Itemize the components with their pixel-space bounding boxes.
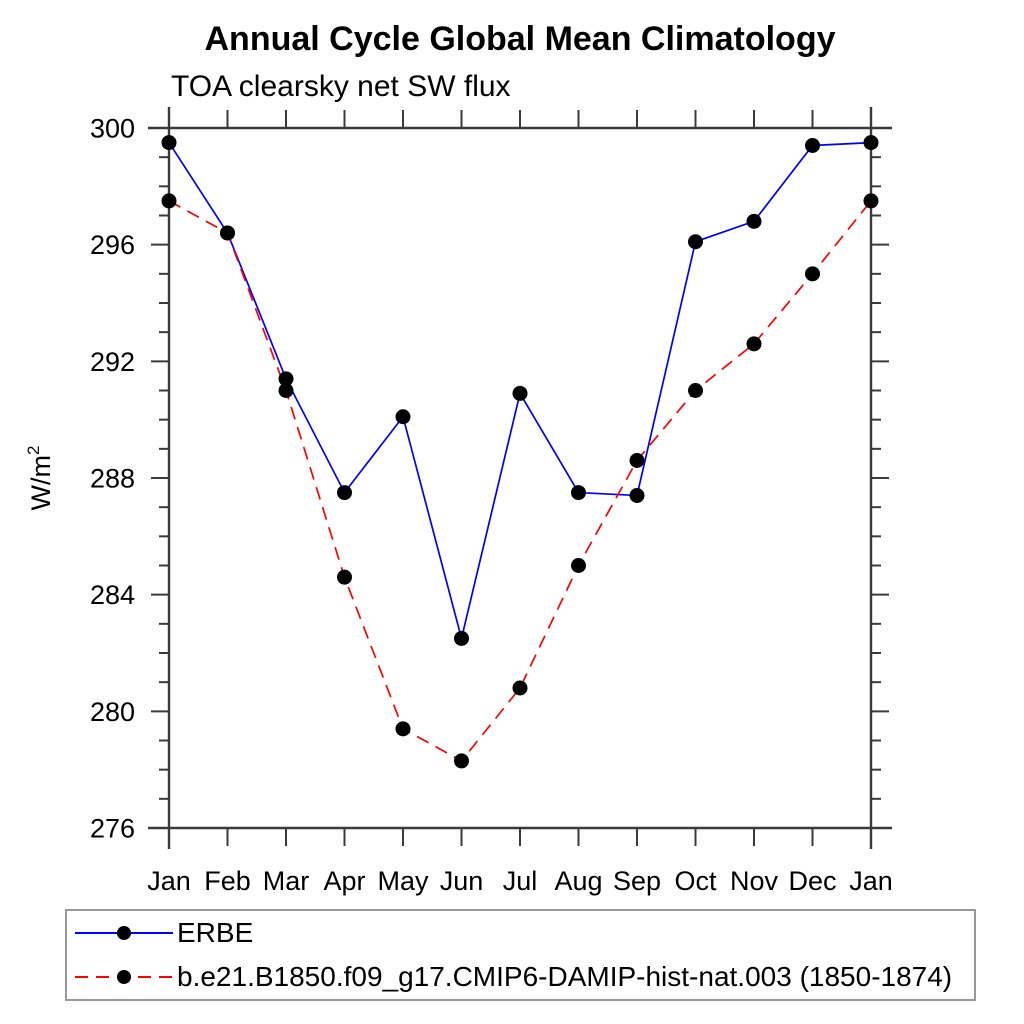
x-tick-label: Sep (613, 866, 661, 896)
legend-sample-marker (117, 926, 131, 940)
data-point-marker (805, 266, 820, 282)
data-point-marker (161, 135, 177, 151)
data-point-marker (629, 453, 645, 468)
x-tick-label: Jan (849, 866, 893, 896)
legend-line-sample-model (75, 970, 173, 984)
legend-box: ERBE b.e21.B1850.f09_g17.CMIP6-DAMIP-his… (65, 909, 976, 1001)
data-point-marker (863, 193, 879, 209)
data-point-marker (454, 753, 469, 769)
data-point-marker (278, 383, 294, 398)
series-path-1 (168, 200, 872, 762)
data-point-marker (746, 213, 762, 229)
data-point-marker (688, 383, 703, 398)
y-tick-labels: 276 280 284 288 292 296 300 (90, 114, 135, 844)
legend-line-sample-erbe (75, 926, 173, 940)
x-tick-label: Jan (147, 866, 191, 896)
data-point-marker (805, 138, 820, 153)
chart-title: Annual Cycle Global Mean Climatology (204, 20, 836, 58)
legend-entry-model: b.e21.B1850.f09_g17.CMIP6-DAMIP-hist-nat… (73, 955, 974, 999)
y-tick-label: 296 (90, 230, 135, 260)
y-axis-title-text: W/m2 (24, 446, 56, 511)
x-tick-label: May (377, 866, 429, 896)
x-tick-label: Oct (674, 866, 717, 896)
data-point-marker (161, 193, 177, 209)
legend-label-model: b.e21.B1850.f09_g17.CMIP6-DAMIP-hist-nat… (177, 961, 953, 992)
data-point-marker (337, 485, 352, 501)
y-tick-label: 280 (90, 697, 135, 727)
data-point-marker (454, 630, 469, 646)
y-tick-label: 292 (90, 347, 135, 377)
y-tick-label: 288 (90, 464, 135, 494)
x-tick-label: Jul (503, 866, 538, 896)
data-point-marker (278, 371, 294, 387)
data-point-marker (746, 336, 762, 352)
x-tick-label: Aug (554, 866, 602, 896)
y-tick-label: 300 (90, 114, 135, 144)
x-tick-label: Nov (730, 866, 779, 896)
x-tick-label: Jun (440, 866, 484, 896)
x-tick-labels: Jan Feb Mar Apr May Jun Jul Aug Sep Oct Nov Dec Jan (147, 866, 893, 896)
chart-subtitle: TOA clearsky net SW flux (171, 70, 511, 103)
x-tick-label: Dec (788, 866, 836, 896)
data-point-marker (571, 485, 586, 501)
data-point-marker (688, 234, 703, 250)
y-axis-ticks (151, 127, 889, 829)
data-point-marker (571, 558, 586, 573)
data-point-marker (863, 135, 879, 151)
legend-sample-marker (117, 970, 131, 984)
y-tick-label: 284 (90, 580, 135, 610)
x-axis-ticks (168, 110, 872, 846)
series-markers-0 (161, 135, 879, 646)
series-markers-1 (161, 193, 879, 769)
data-point-marker (512, 680, 528, 696)
data-point-marker (337, 569, 352, 585)
data-point-marker (395, 721, 411, 737)
legend-entry-erbe: ERBE (73, 911, 974, 955)
x-tick-label: Feb (204, 866, 251, 896)
data-point-marker (395, 409, 411, 425)
y-tick-label: 276 (90, 814, 135, 844)
x-tick-label: Mar (263, 866, 310, 896)
legend-label-erbe: ERBE (177, 917, 254, 948)
data-point-marker (629, 488, 645, 503)
data-point-marker (512, 385, 528, 401)
plot-frame (148, 107, 892, 849)
y-axis-title: W/m2 (24, 446, 56, 511)
series-line-1 (168, 200, 872, 762)
x-tick-label: Apr (323, 866, 365, 896)
data-point-marker (220, 225, 235, 241)
